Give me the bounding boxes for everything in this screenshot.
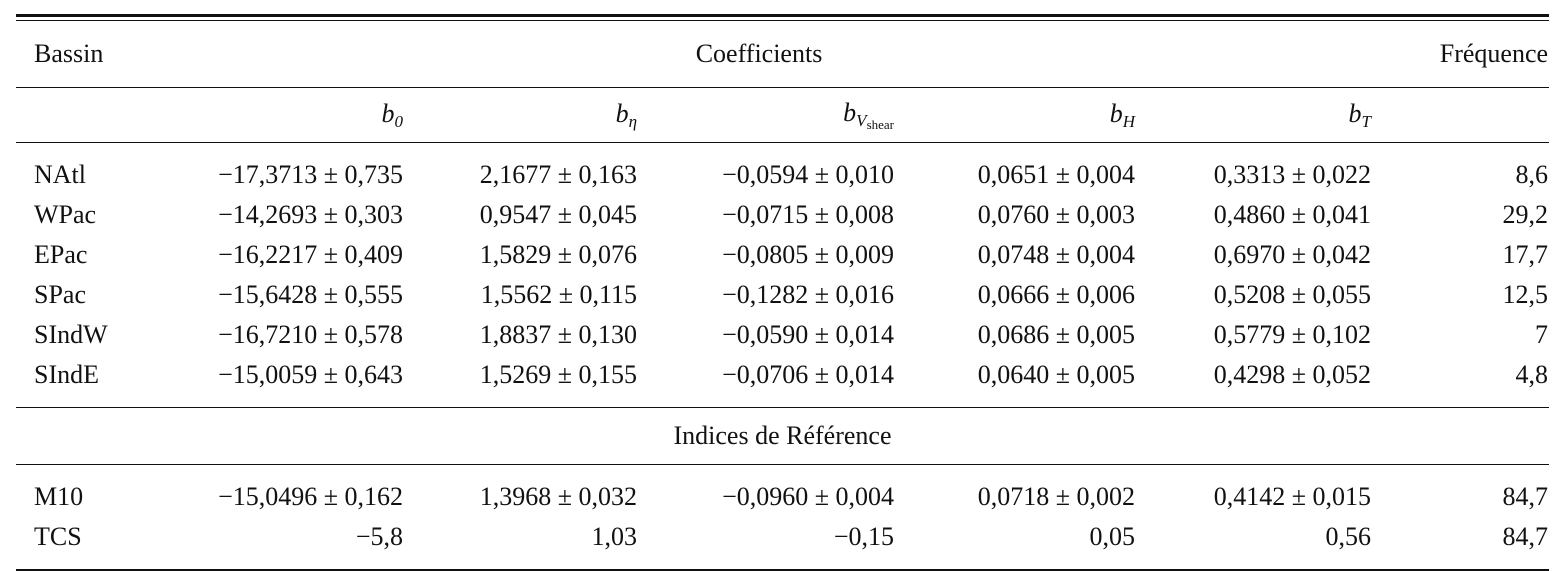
- coefficient-cell: 0,0686 ± 0,005: [977, 320, 1135, 349]
- section-rule-bottom: [16, 464, 1549, 465]
- section-rule-top: [16, 407, 1549, 408]
- frequency-cell: 8,6: [1515, 160, 1549, 189]
- coefficient-cell: −16,7210 ± 0,578: [218, 320, 403, 349]
- table-row: WPac −14,2693 ± 0,303 0,9547 ± 0,045 −0,071…: [16, 195, 1549, 235]
- top-rule: [16, 14, 1549, 17]
- table-row: SIndW −16,7210 ± 0,578 1,8837 ± 0,130 −0,05…: [16, 315, 1549, 355]
- frequency-cell: 84,7: [1502, 482, 1549, 511]
- coefficient-cell: −17,3713 ± 0,735: [218, 160, 403, 189]
- frequency-cell: 4,8: [1515, 360, 1549, 389]
- coefficients-header: Coefficients: [695, 39, 823, 68]
- table-row: TCS −5,8 1,03 −0,15 0,05 0,56 84,7: [16, 517, 1549, 557]
- basin-header: Bassin: [34, 39, 104, 68]
- basin-name: SPac: [34, 280, 86, 309]
- coefficient-cell: 0,05: [1089, 522, 1136, 551]
- coefficient-cell: 0,5779 ± 0,102: [1213, 320, 1371, 349]
- basin-name: WPac: [34, 200, 97, 229]
- coefficient-cell: 0,4298 ± 0,052: [1213, 360, 1371, 389]
- coefficient-cell: 0,0666 ± 0,006: [977, 280, 1135, 309]
- table-grid: Bassin Coefficients Fréquence: [16, 21, 1549, 87]
- coefficient-cell: −0,15: [833, 522, 894, 551]
- coefficients-table: Bassin Coefficients Fréquence b0 bη bVsh…: [16, 14, 1549, 571]
- frequency-cell: 17,7: [1502, 240, 1549, 269]
- basin-name: EPac: [34, 240, 88, 269]
- symbol-bt: bT: [1348, 98, 1371, 131]
- coefficient-cell: 0,3313 ± 0,022: [1213, 160, 1371, 189]
- coefficient-cell: −0,1282 ± 0,016: [722, 280, 894, 309]
- coefficient-cell: −16,2217 ± 0,409: [218, 240, 403, 269]
- section-title-row: Indices de Référence: [16, 408, 1549, 464]
- coefficient-cell: −0,0805 ± 0,009: [722, 240, 894, 269]
- coefficient-cell: 0,4860 ± 0,041: [1213, 200, 1371, 229]
- coefficient-cell: 0,4142 ± 0,015: [1213, 482, 1371, 511]
- coefficient-cell: 0,6970 ± 0,042: [1213, 240, 1371, 269]
- symbol-bvshear: bVshear: [843, 97, 894, 132]
- basin-name: SIndE: [34, 360, 99, 389]
- symbol-rule: [16, 142, 1549, 143]
- coefficient-cell: −14,2693 ± 0,303: [218, 200, 403, 229]
- table-row: NAtl −17,3713 ± 0,735 2,1677 ± 0,163 −0,059…: [16, 155, 1549, 195]
- symbol-grid: b0 bη bVshear bH bT: [16, 88, 1549, 142]
- header-row: Bassin Coefficients Fréquence: [16, 21, 1549, 87]
- coefficient-cell: 1,3968 ± 0,032: [479, 482, 637, 511]
- frequency-cell: 7: [1535, 320, 1548, 349]
- top-rule-inner: [16, 20, 1549, 21]
- coefficient-cell: 1,5562 ± 0,115: [480, 280, 637, 309]
- coefficient-cell: −15,6428 ± 0,555: [218, 280, 403, 309]
- basin-name: SIndW: [34, 320, 108, 349]
- reference-grid: M10 −15,0496 ± 0,162 1,3968 ± 0,032 −0,0960…: [16, 465, 1549, 569]
- coefficient-cell: 0,5208 ± 0,055: [1213, 280, 1371, 309]
- coefficient-cell: 2,1677 ± 0,163: [479, 160, 637, 189]
- coefficient-cell: −5,8: [355, 522, 403, 551]
- basin-name: M10: [34, 482, 84, 511]
- coefficient-cell: −0,0715 ± 0,008: [722, 200, 894, 229]
- table-row: M10 −15,0496 ± 0,162 1,3968 ± 0,032 −0,0960…: [16, 477, 1549, 517]
- section-grid: Indices de Référence: [16, 408, 1549, 464]
- coefficient-cell: −0,0594 ± 0,010: [722, 160, 894, 189]
- coefficient-cell: −0,0706 ± 0,014: [722, 360, 894, 389]
- coefficient-cell: 0,0640 ± 0,005: [977, 360, 1135, 389]
- frequency-cell: 29,2: [1502, 200, 1549, 229]
- symbol-blank-end: [1372, 88, 1549, 142]
- header-rule: [16, 87, 1549, 88]
- coefficient-cell: 1,5829 ± 0,076: [479, 240, 637, 269]
- coefficient-cell: 1,8837 ± 0,130: [479, 320, 637, 349]
- coefficient-cell: 0,0760 ± 0,003: [977, 200, 1135, 229]
- symbol-bh: bH: [1109, 98, 1135, 131]
- coefficient-cell: 0,9547 ± 0,045: [479, 200, 637, 229]
- coefficient-cell: 0,56: [1325, 522, 1372, 551]
- coefficient-cell: 0,0748 ± 0,004: [977, 240, 1135, 269]
- table-row: EPac −16,2217 ± 0,409 1,5829 ± 0,076 −0,080…: [16, 235, 1549, 275]
- coefficient-cell: −0,0590 ± 0,014: [722, 320, 894, 349]
- frequency-cell: 84,7: [1502, 522, 1549, 551]
- frequency-cell: 12,5: [1502, 280, 1549, 309]
- symbol-b0: b0: [381, 98, 404, 131]
- coefficient-cell: −0,0960 ± 0,004: [722, 482, 894, 511]
- symbol-row: b0 bη bVshear bH bT: [16, 88, 1549, 142]
- basin-name: NAtl: [34, 160, 86, 189]
- basin-name: TCS: [34, 522, 82, 551]
- coefficient-cell: 1,5269 ± 0,155: [479, 360, 637, 389]
- coefficient-cell: 1,03: [591, 522, 638, 551]
- section-title: Indices de Référence: [673, 421, 892, 450]
- table-row: SIndE −15,0059 ± 0,643 1,5269 ± 0,155 −0,07…: [16, 355, 1549, 395]
- frequency-header: Fréquence: [1439, 39, 1549, 68]
- coefficient-cell: −15,0496 ± 0,162: [218, 482, 403, 511]
- symbol-blank: [16, 88, 146, 142]
- coefficient-cell: −15,0059 ± 0,643: [218, 360, 403, 389]
- basin-grid: NAtl −17,3713 ± 0,735 2,1677 ± 0,163 −0,059…: [16, 143, 1549, 407]
- table-row: SPac −15,6428 ± 0,555 1,5562 ± 0,115 −0,128…: [16, 275, 1549, 315]
- coefficient-cell: 0,0651 ± 0,004: [977, 160, 1135, 189]
- coefficient-cell: 0,0718 ± 0,002: [977, 482, 1135, 511]
- symbol-beta: bη: [615, 98, 637, 131]
